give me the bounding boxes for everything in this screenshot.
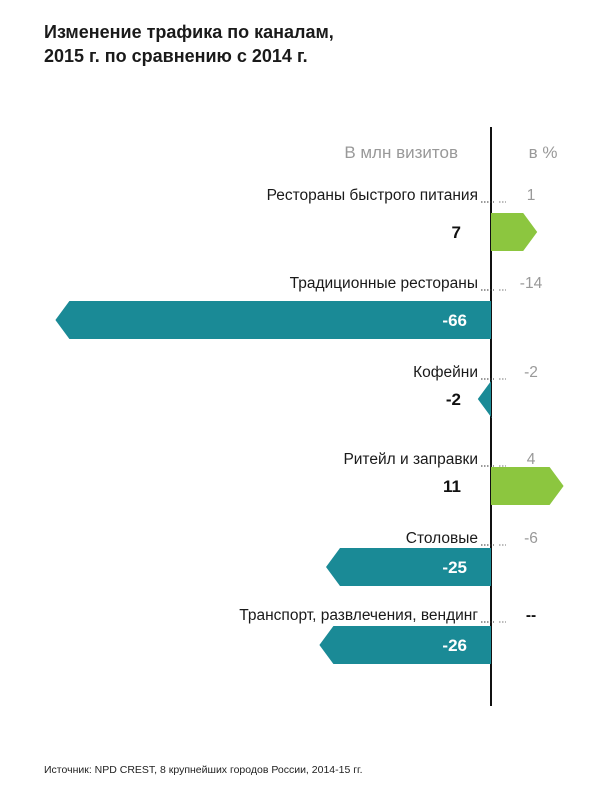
bar <box>491 213 538 251</box>
chart-title-line-2: 2015 г. по сравнению с 2014 г. <box>44 46 308 66</box>
percent-label: -2 <box>524 364 538 381</box>
bar <box>326 548 491 586</box>
value-label: 11 <box>443 477 461 496</box>
value-label: -26 <box>442 636 467 655</box>
category-label: Кофейни <box>413 364 478 381</box>
value-label: -66 <box>442 311 467 330</box>
value-label: -2 <box>446 390 461 409</box>
chart-title: Изменение трафика по каналам, 2015 г. по… <box>44 20 564 68</box>
percent-label: -14 <box>520 275 543 292</box>
category-label: Рестораны быстрого питания <box>267 187 478 204</box>
bar <box>491 467 564 505</box>
category-label: Традиционные рестораны <box>290 275 478 292</box>
value-label: 7 <box>452 223 461 242</box>
source-note: Источник: NPD CREST, 8 крупнейших городо… <box>44 764 363 776</box>
category-label: Ритейл и заправки <box>343 451 478 468</box>
value-column-header: В млн визитов <box>344 143 458 162</box>
value-label: -25 <box>442 558 467 577</box>
bar <box>319 626 491 664</box>
category-label: Транспорт, развлечения, вендинг <box>239 607 478 624</box>
category-label: Столовые <box>406 530 478 547</box>
bar <box>477 380 492 418</box>
percent-label: 1 <box>527 187 536 204</box>
bar <box>55 301 492 339</box>
chart-title-line-1: Изменение трафика по каналам, <box>44 22 334 42</box>
percent-label: -- <box>526 607 536 624</box>
percent-column-header: в % <box>529 143 558 162</box>
percent-label: -6 <box>524 530 538 547</box>
percent-label: 4 <box>527 451 536 468</box>
